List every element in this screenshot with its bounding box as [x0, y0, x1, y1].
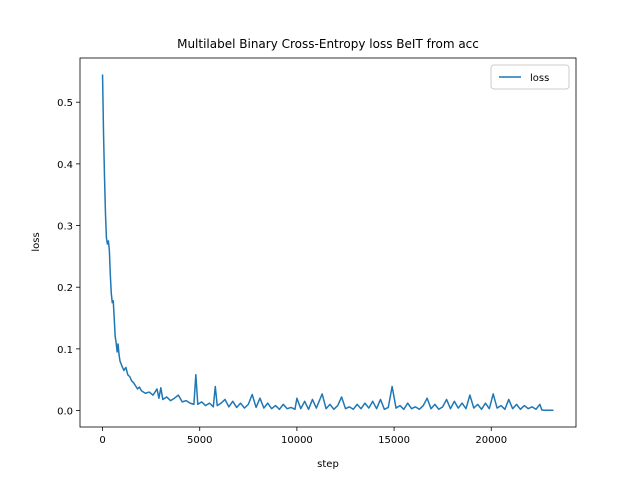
x-tick-label: 0 [99, 435, 105, 446]
y-axis-label: loss [31, 232, 42, 251]
x-tick-label: 20000 [475, 435, 507, 446]
x-tick-label: 15000 [378, 435, 410, 446]
x-axis-label: step [317, 459, 339, 470]
x-tick-label: 10000 [281, 435, 313, 446]
x-tick-label: 5000 [187, 435, 212, 446]
y-tick-label: 0.5 [57, 98, 73, 109]
loss-line [101, 74, 554, 411]
y-tick-label: 0.4 [57, 160, 73, 171]
axes-frame [79, 57, 577, 428]
legend-box [490, 64, 570, 90]
y-tick-label: 0.1 [57, 345, 73, 356]
y-tick-label: 0.3 [57, 222, 73, 233]
y-tick-label: 0.0 [57, 407, 73, 418]
chart-title: Multilabel Binary Cross-Entropy loss BeI… [177, 37, 479, 51]
legend-label: loss [530, 73, 549, 84]
y-tick-label: 0.2 [57, 283, 73, 294]
